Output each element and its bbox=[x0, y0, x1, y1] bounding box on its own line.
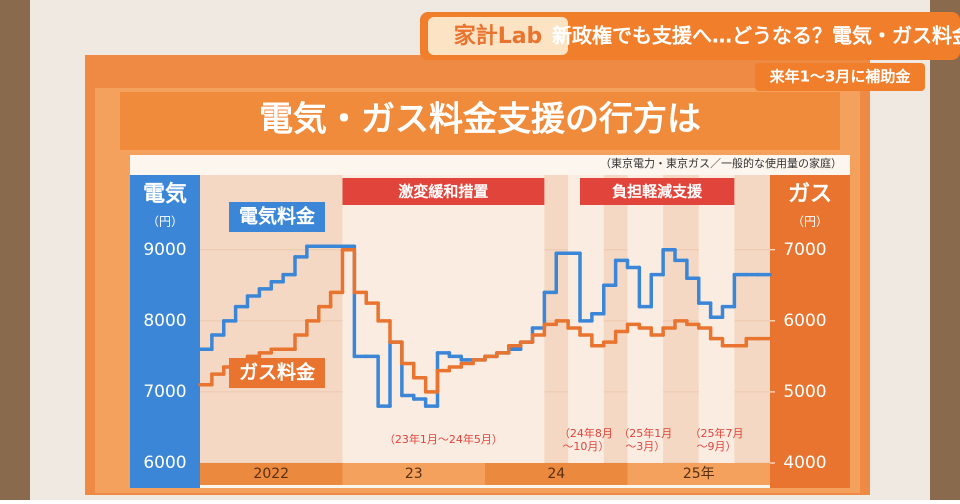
y-tick-label: 7000 bbox=[143, 382, 186, 402]
period-label: （24年8月 bbox=[559, 426, 613, 440]
legend-box bbox=[229, 202, 325, 232]
y-axis-unit: （円） bbox=[147, 215, 183, 229]
x-year-label: 24 bbox=[547, 466, 565, 482]
support-period bbox=[568, 175, 604, 463]
title-band bbox=[120, 92, 840, 150]
y2-axis-label: ガス bbox=[788, 182, 832, 207]
y2-tick-label: 7000 bbox=[783, 240, 826, 260]
y2-tick-label: 5000 bbox=[783, 382, 826, 402]
support-period bbox=[627, 175, 664, 463]
year-band bbox=[485, 463, 628, 485]
period-label: ～9月） bbox=[697, 440, 737, 453]
chart-title: 電気・ガス料金支援の行方は bbox=[259, 100, 701, 140]
period-label: ～3月） bbox=[625, 440, 665, 453]
y2-axis-unit: （円） bbox=[792, 215, 828, 229]
right-axis-band bbox=[770, 175, 850, 488]
y2-tick-label: 6000 bbox=[783, 311, 826, 331]
subhead: 来年1～3月に補助金 bbox=[769, 68, 912, 86]
source: （東京電力・東京ガス／一般的な使用量の家庭） bbox=[600, 156, 842, 170]
legend-label: 電気料金 bbox=[239, 205, 316, 228]
legend-box bbox=[229, 358, 325, 388]
logo-box bbox=[428, 17, 568, 55]
y-tick-label: 9000 bbox=[143, 240, 186, 260]
period-label: （25年7月 bbox=[690, 426, 744, 440]
year-band bbox=[342, 463, 485, 485]
support-period bbox=[342, 175, 545, 463]
x-year-label: 23 bbox=[405, 466, 423, 482]
logo: 家計Lab bbox=[454, 23, 543, 49]
y-tick-label: 8000 bbox=[143, 311, 186, 331]
plot: （23年1月～24年5月） 激変緩和措置 （24年8月～10月） （25年1月～3月）… bbox=[143, 175, 827, 485]
period-label: （25年1月 bbox=[618, 426, 672, 440]
left-axis-band bbox=[130, 175, 200, 488]
period-label: ～10月） bbox=[562, 440, 609, 453]
y-axis-label: 電気 bbox=[143, 181, 187, 207]
period-label: （23年1月～24年5月） bbox=[384, 432, 503, 446]
program-header bbox=[580, 178, 735, 205]
program-name: 激変緩和措置 bbox=[398, 183, 488, 201]
y-tick-label: 6000 bbox=[143, 453, 186, 473]
program-name: 負担軽減支援 bbox=[612, 183, 703, 201]
year-band bbox=[627, 463, 770, 485]
year-band bbox=[200, 463, 343, 485]
subhead-box bbox=[755, 63, 925, 91]
y2-tick-label: 4000 bbox=[783, 453, 826, 473]
x-year-label: 25年 bbox=[683, 466, 715, 482]
x-year-label: 2022 bbox=[253, 466, 289, 482]
program-header bbox=[342, 178, 545, 205]
headline: 新政権でも支援へ…どうなる？電気・ガス料金 bbox=[552, 24, 960, 48]
legend-label: ガス料金 bbox=[239, 361, 316, 384]
